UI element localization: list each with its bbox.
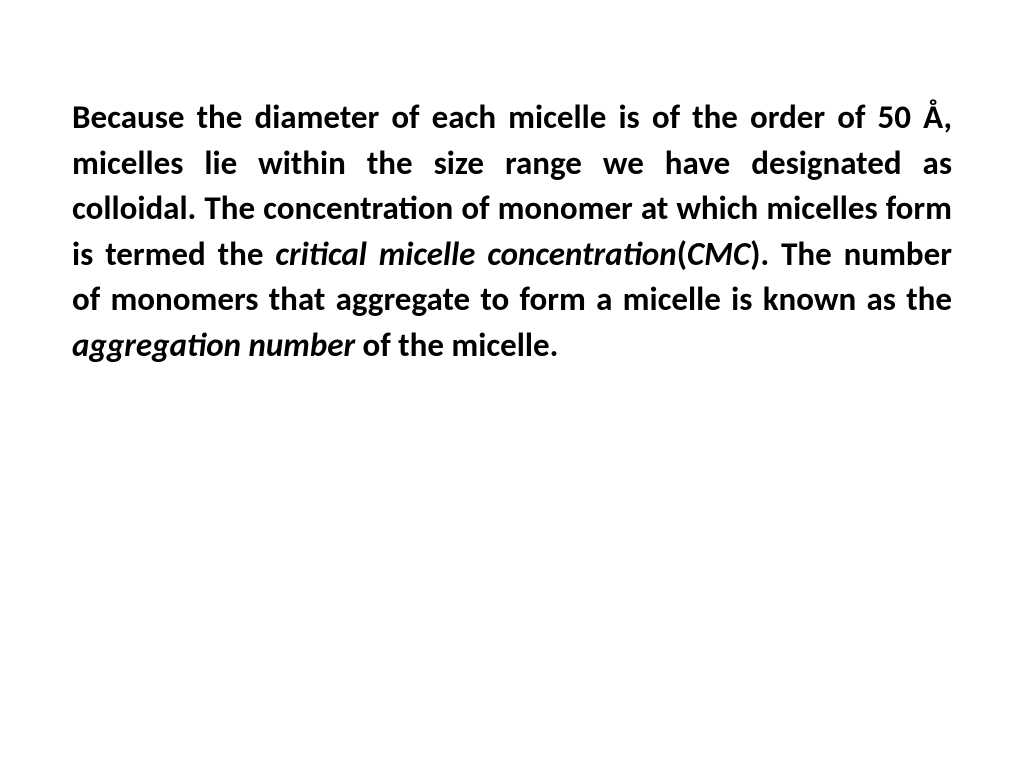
slide: Because the diameter of each micelle is … <box>0 0 1024 768</box>
text-segment-2: ( <box>677 234 687 274</box>
body-paragraph: Because the diameter of each micelle is … <box>72 95 952 368</box>
text-segment-4: of the micelle. <box>355 325 558 365</box>
term-critical-micelle-concentration: critical micelle concentration <box>275 234 676 274</box>
term-cmc: CMC <box>687 234 750 274</box>
term-aggregation-number: aggregation number <box>72 325 355 365</box>
